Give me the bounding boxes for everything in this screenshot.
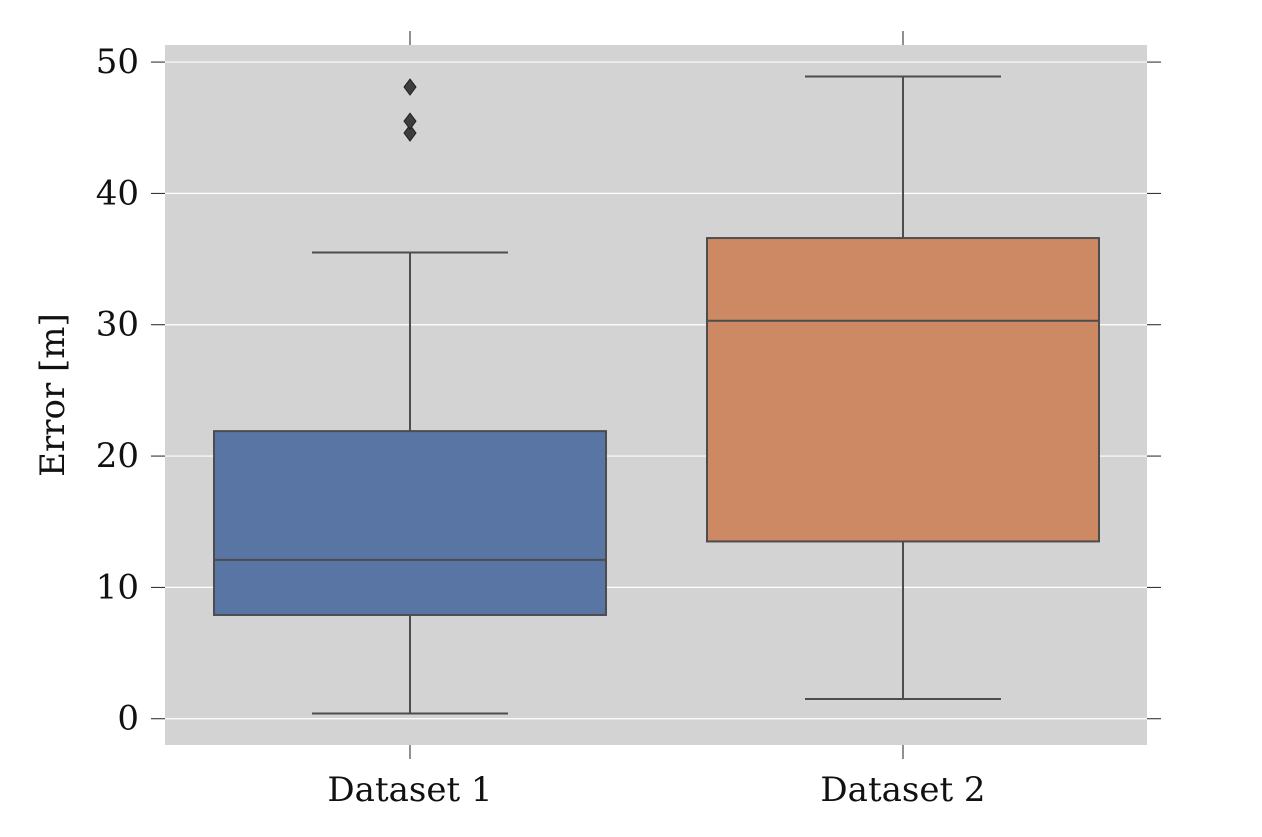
outlier-point [403, 112, 417, 131]
y-tick-label: 50 [96, 42, 139, 82]
axis-ticks [151, 31, 1161, 759]
tick-labels: 0 10 20 30 40 50 Dataset 1 Dataset 2 [96, 42, 986, 810]
iqr-box [706, 237, 1100, 543]
y-tick-label: 10 [96, 567, 139, 607]
y-tick-label: 40 [96, 173, 139, 213]
box-group [213, 78, 607, 715]
y-axis-label: Error [m] [33, 313, 73, 477]
y-tick-label: 20 [96, 436, 139, 476]
y-tick-label: 30 [96, 305, 139, 345]
outlier-point [403, 78, 417, 96]
iqr-box [213, 430, 607, 616]
x-tick-label: Dataset 2 [820, 770, 985, 810]
y-tick-label: 0 [117, 699, 139, 739]
boxes [213, 75, 1100, 715]
outlier-point [403, 124, 417, 142]
x-tick-label: Dataset 1 [327, 770, 492, 810]
box-group [706, 75, 1100, 701]
